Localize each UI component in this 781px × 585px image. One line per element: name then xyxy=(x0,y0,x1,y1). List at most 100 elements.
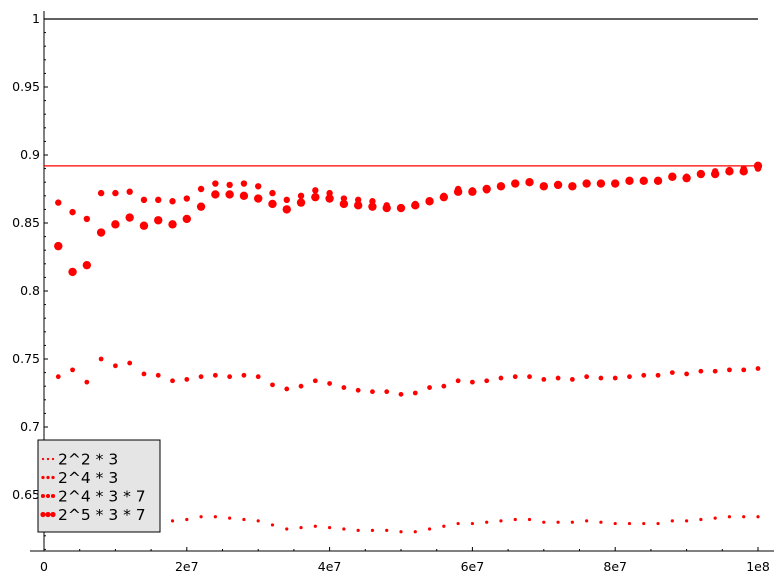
data-point xyxy=(756,515,760,519)
data-point xyxy=(525,178,534,187)
legend-box xyxy=(37,439,161,533)
data-point xyxy=(741,367,747,373)
data-point xyxy=(612,375,618,381)
y-tick-label: 0.7 xyxy=(20,419,40,434)
data-point xyxy=(356,528,360,532)
data-point xyxy=(284,386,290,392)
data-point xyxy=(256,519,260,523)
x-tick-label: 6e7 xyxy=(461,559,485,574)
data-point xyxy=(685,519,689,523)
data-point xyxy=(155,196,162,204)
data-point xyxy=(254,194,263,203)
y-tick-label: 0.8 xyxy=(20,283,40,298)
data-point xyxy=(55,374,61,380)
data-point xyxy=(299,526,303,530)
data-point xyxy=(439,192,449,202)
legend-marker xyxy=(41,475,45,480)
x-tick-label: 8e7 xyxy=(603,559,627,574)
data-point xyxy=(125,213,134,222)
data-point xyxy=(196,202,206,211)
data-point xyxy=(313,524,317,528)
legend-label: 2^5 * 3 * 7 xyxy=(58,506,146,524)
data-point xyxy=(97,189,105,197)
data-point xyxy=(553,180,563,190)
data-point xyxy=(582,179,591,188)
data-point xyxy=(127,360,133,366)
data-point xyxy=(599,520,603,524)
data-point xyxy=(213,515,217,519)
data-point xyxy=(596,179,606,188)
y-tick-label: 0.75 xyxy=(12,351,40,366)
data-point xyxy=(311,192,320,202)
data-point xyxy=(170,378,175,384)
y-tick-label: 0.95 xyxy=(12,79,40,94)
data-point xyxy=(269,189,276,197)
data-point xyxy=(413,530,417,534)
data-point xyxy=(398,391,404,397)
data-point xyxy=(255,374,261,380)
data-point xyxy=(485,520,489,524)
data-point xyxy=(739,167,748,176)
data-point xyxy=(385,528,389,532)
data-point xyxy=(341,385,347,390)
data-point xyxy=(727,367,732,373)
data-point xyxy=(225,190,234,199)
data-point xyxy=(453,187,463,196)
data-point xyxy=(539,182,548,191)
data-point xyxy=(484,378,490,384)
data-point xyxy=(568,182,577,191)
data-point xyxy=(83,215,91,223)
data-point xyxy=(382,203,391,213)
reference-lines xyxy=(44,18,758,167)
legend-item: 2^2 * 3 xyxy=(41,451,118,469)
data-point xyxy=(627,374,632,380)
data-point xyxy=(355,387,361,393)
x-tick-label: 2e7 xyxy=(175,559,199,574)
data-point xyxy=(282,205,291,214)
legend-item: 2^4 * 3 xyxy=(41,469,118,487)
data-point xyxy=(168,220,177,229)
legend-marker xyxy=(40,511,46,518)
data-point xyxy=(513,517,517,522)
data-point xyxy=(198,374,204,380)
data-point xyxy=(183,195,190,202)
data-point xyxy=(228,516,232,520)
data-point xyxy=(154,216,163,225)
data-point xyxy=(370,528,375,532)
y-tick-label: 0.9 xyxy=(20,147,40,162)
data-point xyxy=(556,520,560,524)
data-point xyxy=(54,241,63,251)
data-point xyxy=(639,176,648,186)
data-point xyxy=(684,371,689,377)
axes: 0.65 0.7 0.75 0.8 0.85 0.9 0.95 1 0 2e7 4e7 6e7 8e7 1… xyxy=(12,11,774,574)
legend-label: 2^4 * 3 * 7 xyxy=(58,488,146,506)
data-point xyxy=(468,187,477,196)
data-point xyxy=(370,389,375,395)
data-point xyxy=(312,378,318,384)
series-2 xyxy=(55,165,762,223)
data-point xyxy=(670,519,674,523)
legend-label: 2^2 * 3 xyxy=(58,451,118,469)
data-point xyxy=(139,221,149,230)
legend-marker xyxy=(40,493,46,499)
data-point xyxy=(69,208,76,216)
data-point xyxy=(713,516,717,520)
data-point xyxy=(399,530,403,534)
legend-marker xyxy=(45,511,51,518)
data-point xyxy=(298,383,304,389)
data-point xyxy=(155,372,161,378)
data-point xyxy=(584,374,590,380)
y-tick-label: 1 xyxy=(32,11,40,26)
legend-marker xyxy=(50,511,56,518)
x-tick-label: 0 xyxy=(40,559,48,574)
data-point xyxy=(570,520,574,524)
data-point xyxy=(742,515,746,519)
data-point xyxy=(427,527,432,531)
data-point xyxy=(353,201,363,210)
series-0 xyxy=(170,515,760,534)
data-point xyxy=(498,375,504,381)
data-point xyxy=(270,382,275,388)
data-point xyxy=(656,521,660,526)
data-point xyxy=(482,184,491,194)
